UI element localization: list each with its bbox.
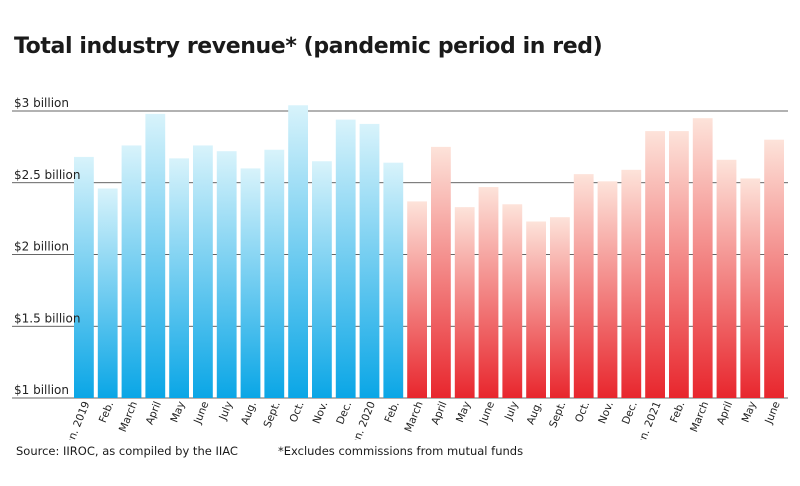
x-tick-label: Dec. <box>334 400 354 426</box>
x-tick-label: June <box>477 400 497 427</box>
x-tick-label: April <box>715 400 735 427</box>
bar-pandemic <box>669 131 689 398</box>
bar-pre-pandemic <box>74 156 94 398</box>
x-tick-label: May <box>168 400 187 425</box>
x-tick-label: Aug. <box>525 400 545 427</box>
x-tick-label: March <box>117 400 140 434</box>
y-tick-label: $1.5 billion <box>14 311 80 325</box>
x-tick-label: May <box>740 400 759 425</box>
bar-pandemic <box>573 174 594 398</box>
bar-pandemic <box>716 159 737 398</box>
x-tick-label: April <box>429 400 449 427</box>
y-tick-label: $1 billion <box>14 383 69 397</box>
bar-pre-pandemic <box>383 162 404 398</box>
x-tick-label: March <box>403 400 426 434</box>
x-tick-label: Oct. <box>573 400 592 424</box>
bars <box>74 105 784 399</box>
y-axis-ticks: $3 billion $2.5 billion $2 billion $1.5 bil… <box>14 96 80 397</box>
bar-pandemic <box>740 178 761 398</box>
bar-pre-pandemic <box>240 168 261 398</box>
x-tick-label: May <box>454 400 473 425</box>
bar-pandemic <box>692 118 713 399</box>
x-tick-label: July <box>217 400 236 423</box>
bar-pre-pandemic <box>216 151 237 398</box>
x-tick-label: Jan. 2019 <box>62 400 92 440</box>
y-tick-label: $2 billion <box>14 240 69 254</box>
y-tick-label: $3 billion <box>14 96 69 110</box>
bar-pre-pandemic <box>359 123 380 398</box>
x-tick-label: Aug. <box>239 400 259 427</box>
chart-title: Total industry revenue* (pandemic period… <box>14 34 603 59</box>
x-tick-label: Sept. <box>262 400 283 430</box>
bar-pre-pandemic <box>121 145 142 398</box>
bar-pandemic <box>431 146 451 399</box>
bar-pandemic <box>621 169 642 398</box>
x-tick-label: March <box>688 400 711 434</box>
bar-pre-pandemic <box>312 161 332 398</box>
bar-pandemic <box>597 181 618 398</box>
x-tick-label: Oct. <box>287 400 306 424</box>
x-tick-label: Nov. <box>596 400 616 426</box>
x-axis-ticks: Jan. 2019 Feb. March April May June July Aug. Se… <box>62 400 782 440</box>
y-tick-label: $2.5 billion <box>14 168 80 182</box>
x-tick-label: Nov. <box>311 400 331 426</box>
bar-pre-pandemic <box>264 149 285 398</box>
x-tick-label: Dec. <box>620 400 640 426</box>
bar-pandemic <box>550 217 570 398</box>
bar-pre-pandemic <box>335 119 356 399</box>
bar-pandemic <box>454 207 475 398</box>
bar-pandemic <box>478 187 499 398</box>
bar-pre-pandemic <box>145 113 166 399</box>
bar-pandemic <box>764 139 784 398</box>
x-tick-label: Feb. <box>97 400 116 425</box>
x-tick-label: Sept. <box>547 400 568 430</box>
x-tick-label: Feb. <box>383 400 402 425</box>
bar-pandemic <box>645 131 665 398</box>
x-tick-label: July <box>502 400 521 423</box>
bar-pre-pandemic <box>288 105 308 398</box>
bar-pre-pandemic <box>97 188 118 398</box>
source-note: Source: IIROC, as compiled by the IIAC <box>16 444 238 458</box>
x-tick-label: June <box>763 400 783 427</box>
bar-pre-pandemic <box>193 145 213 398</box>
bar-pandemic <box>526 221 546 398</box>
bar-chart: $3 billion $2.5 billion $2 billion $1.5 bil… <box>12 96 788 440</box>
x-tick-label: Feb. <box>668 400 687 425</box>
bar-pandemic <box>407 201 427 398</box>
x-tick-label: April <box>144 400 164 427</box>
bar-pre-pandemic <box>169 158 189 398</box>
x-tick-label: June <box>191 400 211 427</box>
bar-pandemic <box>502 204 523 398</box>
footnote: *Excludes commissions from mutual funds <box>278 444 524 458</box>
